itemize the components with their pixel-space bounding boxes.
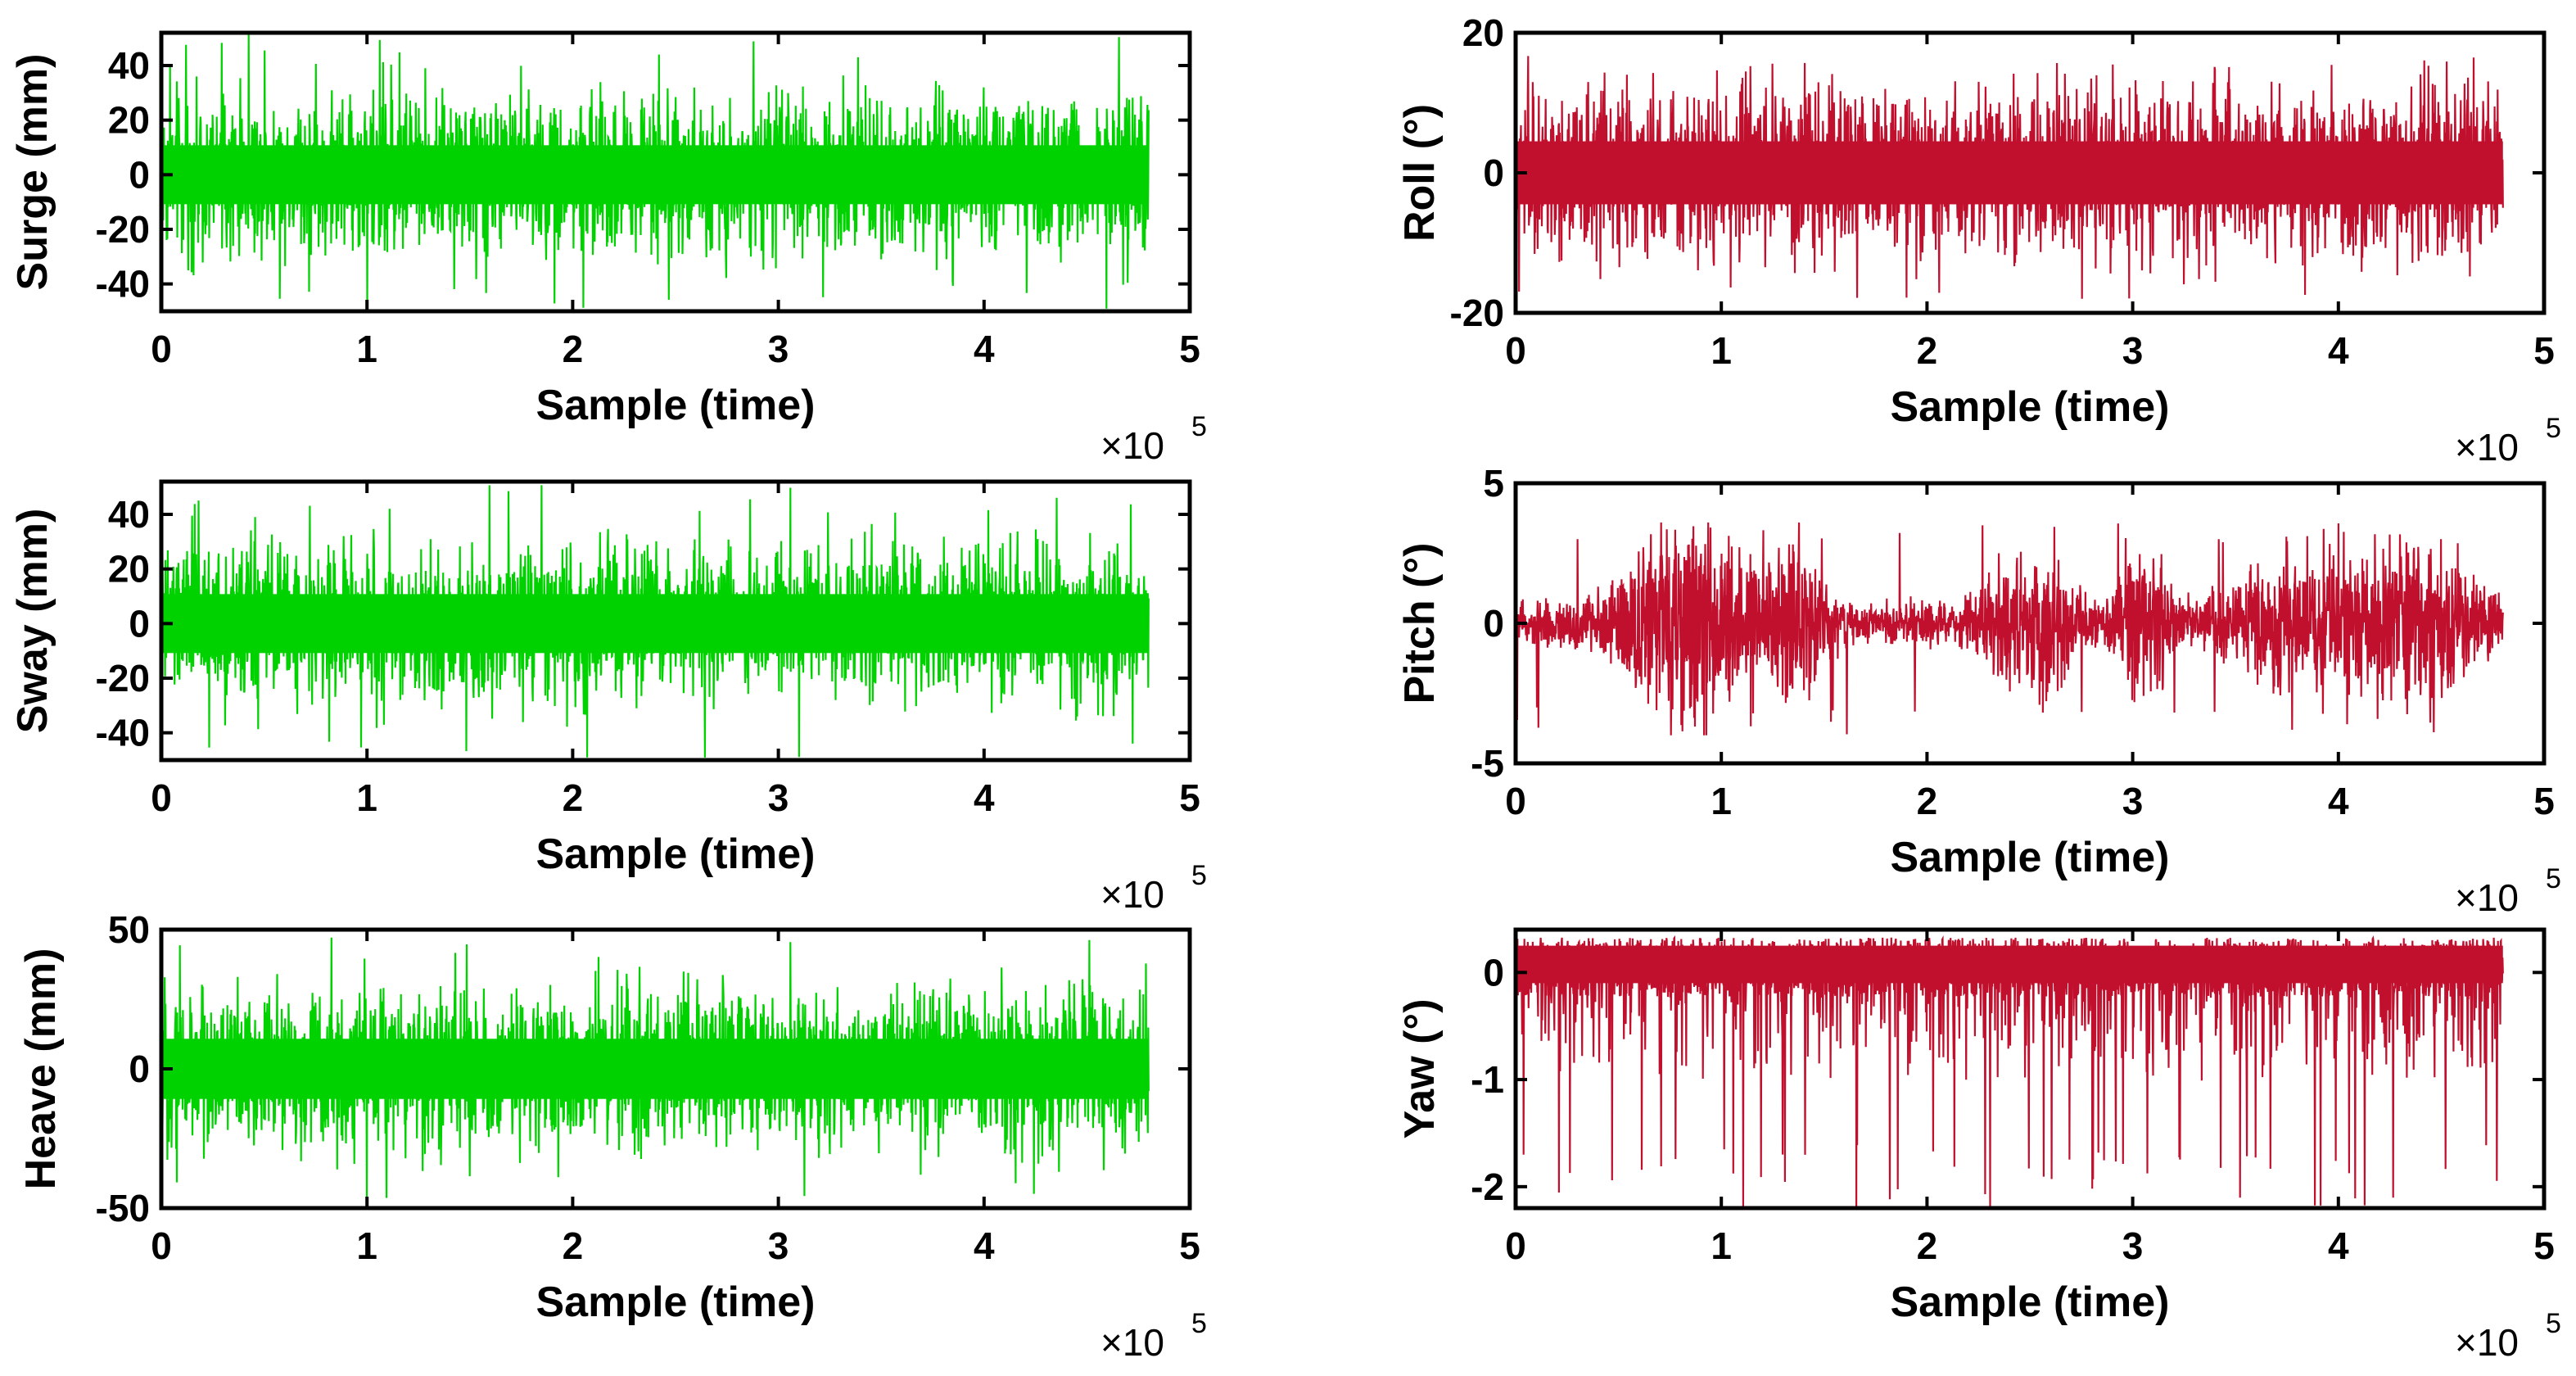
y-tick-label: 0 [1483,602,1504,645]
y-tick-label: 40 [108,493,150,536]
x-tick-label: 2 [1917,1224,1938,1267]
x-axis-title: Sample (time) [1891,1279,2170,1326]
y-tick-label: -40 [96,263,150,306]
x-scale-multiplier: ×10 [1100,424,1164,467]
x-tick-label: 4 [974,776,995,819]
y-axis-title: Surge (mm) [9,54,56,291]
series-core-band-roll [1516,141,2503,205]
y-tick-label: 20 [1462,11,1504,54]
x-tick-label: 5 [1179,776,1200,819]
series-core-band-surge [161,145,1149,205]
x-tick-label: 0 [1505,780,1526,822]
axes-box-surge [159,30,1192,314]
y-tick-label: 20 [108,99,150,142]
x-tick-label: 3 [2122,780,2144,822]
y-tick-label: 0 [129,1048,150,1090]
y-tick-label: -20 [96,208,150,251]
x-tick-label: 2 [563,776,584,819]
y-tick-label: -1 [1471,1058,1504,1101]
y-tick-label: 40 [108,44,150,87]
chart-yaw: 0 1 2 3 4 5 0 -1 -2 Sample (time) Yaw (°) ×10 5 [1396,927,2561,1364]
x-tick-label: 0 [1505,1224,1526,1267]
x-tick-label: 3 [768,328,789,370]
x-tick-label: 1 [356,328,377,370]
x-tick-label: 3 [2122,1224,2144,1267]
x-tick-label: 0 [151,1224,172,1267]
x-tick-label: 4 [2328,329,2349,372]
x-scale-exponent: 5 [2546,413,2561,444]
x-tick-label: 0 [1505,329,1526,372]
x-tick-label: 0 [151,776,172,819]
x-scale-exponent: 5 [2546,1308,2561,1339]
x-axis-title: Sample (time) [1891,383,2170,431]
x-scale-exponent: 5 [1191,860,1207,891]
axes-box-sway [159,479,1192,763]
x-tick-label: 1 [1711,1224,1732,1267]
y-tick-label: -20 [96,657,150,699]
y-axis-title: Pitch (°) [1396,542,1444,704]
x-tick-label: 5 [2533,1224,2555,1267]
y-tick-label: 50 [108,908,150,951]
x-scale-multiplier: ×10 [2455,1321,2519,1364]
x-tick-label: 5 [1179,328,1200,370]
x-tick-label: 2 [1917,329,1938,372]
y-axis-title: Heave (mm) [17,948,65,1190]
x-tick-label: 3 [2122,329,2144,372]
y-tick-label: -2 [1471,1166,1504,1208]
x-tick-label: 2 [563,1224,584,1267]
y-tick-label: -50 [96,1187,150,1229]
y-tick-label: 0 [129,153,150,196]
x-axis-title: Sample (time) [536,1279,816,1326]
y-tick-label: 0 [129,602,150,645]
x-scale-multiplier: ×10 [1100,873,1164,916]
x-scale-multiplier: ×10 [2455,426,2519,468]
x-tick-label: 1 [356,776,377,819]
y-tick-label: 0 [1483,951,1504,994]
axes-box-yaw [1513,927,2547,1211]
y-tick-label: 20 [108,548,150,591]
x-tick-label: 0 [151,328,172,370]
x-tick-label: 2 [563,328,584,370]
x-scale-exponent: 5 [1191,1308,1207,1339]
x-tick-label: 1 [356,1224,377,1267]
x-scale-multiplier: ×10 [1100,1321,1164,1364]
x-scale-exponent: 5 [2546,863,2561,894]
x-tick-label: 1 [1711,780,1732,822]
x-axis-title: Sample (time) [536,382,816,429]
series-core-band-yaw [1516,945,2503,984]
chart-surge: 0 1 2 3 4 5 40 20 0 -20 -40 Sample (time) Surge (mm)… [9,30,1207,467]
x-scale-multiplier: ×10 [2455,876,2519,919]
x-tick-label: 4 [2328,1224,2349,1267]
x-tick-label: 5 [2533,329,2555,372]
x-tick-label: 5 [1179,1224,1200,1267]
y-axis-title: Sway (mm) [9,509,56,734]
y-tick-label: 5 [1483,462,1504,505]
y-tick-label: -5 [1471,742,1504,785]
x-tick-label: 4 [974,1224,995,1267]
y-tick-label: -20 [1450,292,1504,334]
x-tick-label: 2 [1917,780,1938,822]
x-tick-label: 3 [768,776,789,819]
series-line-pitch [1516,522,2504,736]
x-tick-label: 5 [2533,780,2555,822]
y-axis-title: Roll (°) [1396,104,1444,242]
x-tick-label: 4 [2328,780,2349,822]
x-axis-title: Sample (time) [536,831,816,878]
y-axis-title: Yaw (°) [1396,998,1444,1138]
chart-sway: 0 1 2 3 4 5 40 20 0 -20 -40 Sample (time) Sway (mm) ×… [9,479,1207,916]
y-tick-label: -40 [96,712,150,754]
x-tick-label: 4 [974,328,995,370]
x-scale-exponent: 5 [1191,411,1207,442]
series-core-band-heave [161,1039,1149,1099]
x-tick-label: 1 [1711,329,1732,372]
y-tick-label: 0 [1483,152,1504,194]
x-axis-title: Sample (time) [1891,834,2170,881]
x-tick-label: 3 [768,1224,789,1267]
series-core-band-sway [161,594,1149,654]
